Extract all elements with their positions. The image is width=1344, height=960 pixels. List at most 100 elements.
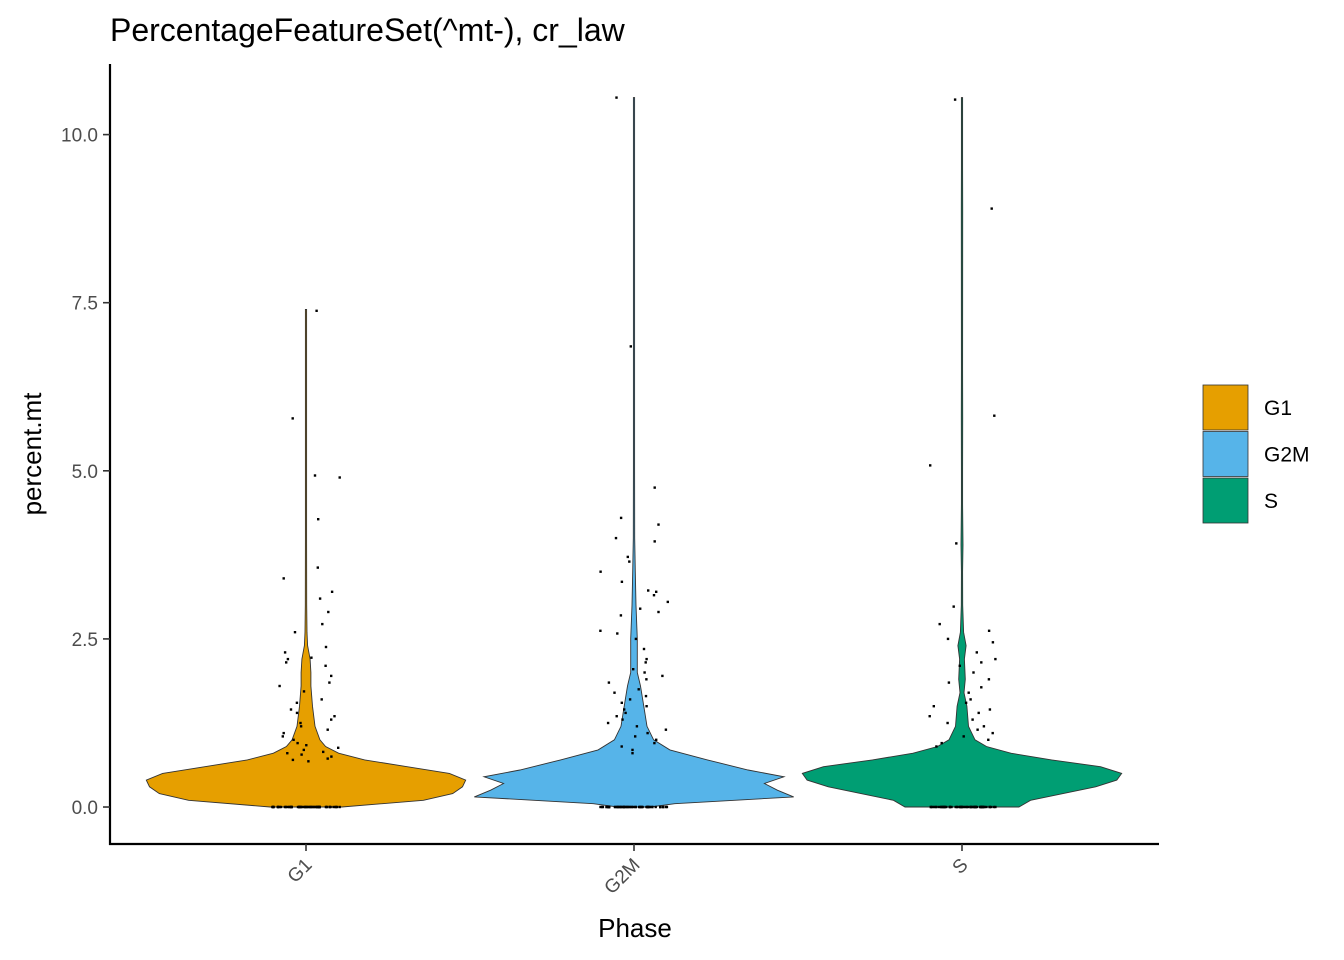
data-point (952, 605, 955, 608)
data-point (931, 805, 934, 809)
data-point (623, 708, 626, 711)
data-point (988, 708, 992, 711)
jitter-points (271, 96, 997, 809)
data-point (643, 671, 646, 674)
data-point (628, 560, 631, 563)
data-point (296, 741, 299, 745)
data-point (302, 748, 305, 752)
data-point (620, 805, 623, 809)
data-point (607, 681, 611, 684)
data-point (961, 805, 964, 809)
data-point (292, 738, 295, 741)
data-point (317, 518, 320, 521)
data-point (988, 805, 991, 809)
data-point (653, 540, 656, 543)
x-tick-label: S (949, 855, 973, 879)
data-point (326, 757, 329, 760)
data-point (614, 805, 617, 809)
y-tick-label: 2.5 (72, 630, 98, 651)
data-point (300, 753, 303, 756)
data-point (657, 523, 660, 526)
violin-g2m (474, 97, 794, 808)
data-point (295, 711, 299, 715)
data-point (979, 805, 982, 809)
x-axis-title: Phase (598, 913, 672, 943)
data-point (659, 805, 662, 809)
data-point (991, 731, 994, 735)
data-point (328, 681, 331, 684)
data-point (990, 805, 993, 809)
data-point (616, 632, 619, 635)
data-point (665, 805, 668, 809)
data-point (614, 536, 618, 540)
data-point (286, 657, 290, 661)
data-point (980, 686, 983, 689)
data-point (647, 589, 650, 592)
data-point (631, 752, 634, 755)
data-point (623, 805, 626, 809)
data-point (972, 671, 975, 674)
data-point (299, 721, 302, 725)
data-point (946, 637, 950, 641)
data-point (644, 661, 647, 664)
data-point (646, 805, 649, 809)
data-point (992, 805, 996, 809)
data-point (620, 745, 623, 748)
data-point (601, 805, 605, 809)
data-point (621, 718, 624, 721)
data-point (335, 805, 339, 809)
data-point (980, 661, 983, 664)
data-point (942, 805, 946, 809)
data-point (958, 664, 961, 667)
data-point (281, 735, 284, 738)
data-point (634, 735, 637, 738)
data-point (966, 805, 970, 809)
data-point (969, 805, 972, 809)
data-point (313, 474, 317, 477)
chart-title: PercentageFeatureSet(^mt-), cr_law (110, 12, 626, 48)
data-point (994, 805, 997, 809)
data-point (318, 597, 322, 600)
data-point (639, 805, 642, 809)
data-point (599, 629, 602, 632)
legend: G1 G2M S (1202, 384, 1310, 524)
data-point (975, 805, 978, 809)
data-point (630, 805, 633, 809)
data-point (632, 805, 635, 809)
data-point (661, 674, 664, 678)
data-point (666, 600, 669, 604)
data-point (316, 566, 319, 569)
data-point (599, 805, 602, 809)
data-point (969, 698, 972, 701)
plot-area (145, 97, 1123, 808)
data-point (950, 805, 953, 809)
data-point (653, 741, 656, 745)
data-point (947, 681, 951, 684)
data-point (315, 309, 318, 312)
data-point (613, 691, 616, 694)
violin-s (801, 97, 1123, 808)
data-point (934, 805, 938, 809)
data-point (948, 805, 951, 809)
data-point (304, 805, 307, 809)
data-point (322, 750, 325, 754)
data-point (990, 207, 993, 210)
legend-swatch-g2m (1202, 431, 1249, 477)
data-point (606, 721, 610, 725)
y-tick-label: 5.0 (72, 462, 98, 483)
data-point (993, 414, 996, 417)
data-point (929, 464, 932, 467)
data-point (985, 805, 988, 809)
data-point (326, 728, 329, 731)
data-point (334, 805, 337, 809)
data-point (330, 590, 334, 593)
data-point (619, 516, 623, 520)
data-point (293, 631, 297, 634)
data-point (955, 542, 958, 545)
data-point (932, 805, 935, 809)
data-point (299, 725, 303, 728)
data-point (628, 805, 631, 809)
data-point (615, 96, 618, 99)
data-point (290, 805, 293, 809)
